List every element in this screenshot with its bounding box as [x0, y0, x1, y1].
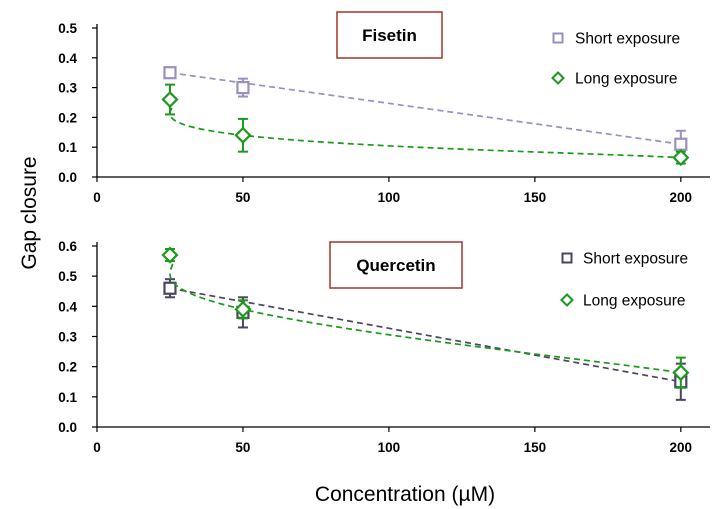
legend-marker: [561, 252, 573, 264]
fisetin-panel: 0.0 0.1 0.2 0.3 0.4 0.5 0 50 100 150 200 Fisetin Sho…: [58, 11, 710, 205]
y-tick-label: 0.1: [58, 140, 77, 155]
x-tick-label: 100: [378, 190, 401, 205]
x-tick-label: 0: [93, 190, 101, 205]
trend-line: [169, 254, 681, 374]
y-tick-label: 0.5: [58, 21, 77, 36]
x-tick-label: 150: [524, 440, 547, 455]
legend-marker: [551, 71, 565, 85]
x-tick-label: 200: [670, 440, 693, 455]
data-point: [163, 66, 177, 80]
x-tick-label: 0: [93, 440, 101, 455]
legend-marker: [552, 32, 564, 44]
y-tick-label: 0.3: [58, 330, 77, 345]
legend-label: Long exposure: [583, 293, 686, 310]
x-tick-label: 50: [235, 440, 250, 455]
legend-label: Short exposure: [575, 31, 680, 48]
legend-label: Long exposure: [575, 71, 678, 88]
long-exposure-series: [161, 83, 690, 167]
quercetin-panel: 0.0 0.1 0.2 0.3 0.4 0.5 0.6 0 50 100 150 200 Quercet…: [58, 239, 710, 455]
chart-title-box: [336, 11, 443, 59]
trend-line: [169, 98, 681, 159]
trend-line: [169, 71, 681, 146]
y-tick-label: 0.5: [58, 269, 77, 284]
y-tick-label: 0.1: [58, 390, 77, 405]
y-tick-label: 0.0: [58, 170, 77, 185]
data-point: [163, 281, 177, 295]
chart-title: Fisetin: [362, 26, 417, 45]
y-tick-label: 0.6: [58, 239, 77, 254]
x-tick-label: 150: [524, 190, 547, 205]
data-point: [161, 246, 179, 264]
data-point: [234, 300, 252, 318]
y-tick-label: 0.0: [58, 420, 77, 435]
data-point: [672, 364, 690, 382]
y-tick-label: 0.4: [58, 51, 77, 66]
data-point: [161, 90, 179, 109]
chart-title: Quercetin: [356, 256, 435, 275]
y-tick-label: 0.2: [58, 360, 77, 375]
long-exposure-series: [161, 246, 690, 389]
legend-label: Short exposure: [583, 251, 688, 268]
data-point: [672, 149, 690, 167]
data-point: [236, 80, 250, 95]
short-exposure-series: [163, 66, 688, 159]
y-tick-label: 0.3: [58, 81, 77, 96]
y-tick-label: 0.2: [58, 110, 77, 125]
y-tick-label: 0.4: [58, 299, 77, 314]
y-axis-title: Gap closure: [18, 156, 41, 269]
x-axis-title: Concentration (µM): [315, 483, 495, 506]
x-tick-label: 200: [670, 190, 693, 205]
data-point: [674, 137, 688, 151]
x-tick-label: 50: [235, 190, 250, 205]
data-point: [234, 126, 252, 144]
trend-line: [169, 287, 681, 383]
chart-title-box: [329, 241, 463, 289]
legend-marker: [560, 293, 574, 307]
x-tick-label: 100: [378, 440, 401, 455]
